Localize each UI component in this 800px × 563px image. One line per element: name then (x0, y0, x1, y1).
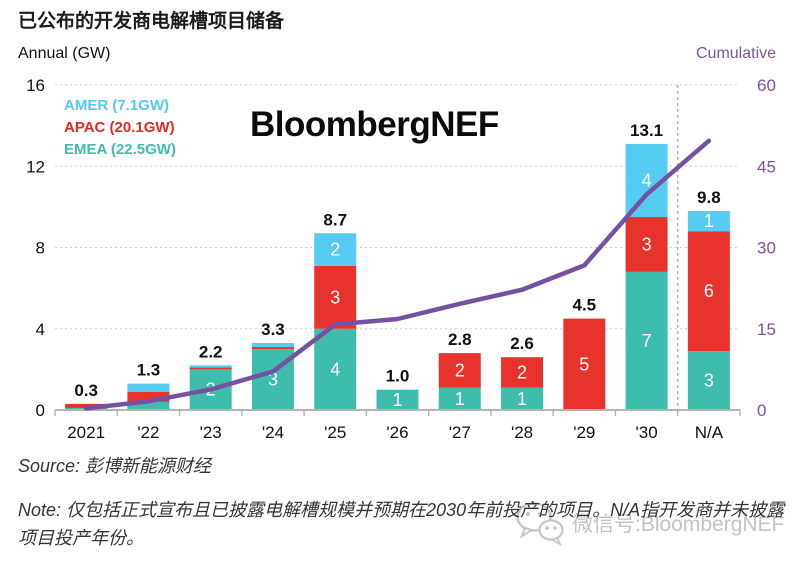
note-prefix: Note: (18, 500, 67, 520)
bar-segment-emea (501, 387, 544, 410)
bar-segment-emea (376, 389, 419, 410)
x-axis-label: '26 (386, 423, 408, 442)
source-line: Source: 彭博新能源财经 (18, 452, 211, 478)
x-axis-label: '28 (511, 423, 533, 442)
bar-total-label: 1.3 (137, 361, 161, 380)
x-axis-label: '29 (573, 423, 595, 442)
x-axis-label: '22 (137, 423, 159, 442)
bar-segment-emea (438, 387, 481, 410)
x-axis-label: 2021 (67, 423, 105, 442)
y-axis-tick-right: 45 (757, 157, 776, 176)
legend-item-apac: APAC (20.1GW) (64, 119, 175, 136)
bar-segment-label: 1 (517, 389, 527, 409)
bar-total-label: 9.8 (697, 188, 721, 207)
bar-total-label: 13.1 (630, 121, 663, 140)
chart-legend: AMER (7.1GW) APAC (20.1GW) EMEA (22.5GW) (64, 95, 176, 161)
y-axis-tick-left: 0 (36, 401, 45, 420)
bar-segment-label: 4 (642, 170, 652, 190)
bar-segment-label: 1 (704, 211, 714, 231)
bar-total-label: 1.0 (386, 367, 410, 386)
bar-segment-amer (314, 233, 357, 266)
bar-segment-label: 1 (392, 390, 402, 410)
y-axis-tick-left: 8 (36, 239, 45, 258)
bar-segment-emea (687, 351, 730, 410)
bar-segment-label: 4 (330, 359, 340, 379)
bar-segment-amer (127, 383, 170, 392)
bar-segment-amer (189, 365, 232, 368)
bar-segment-label: 2 (455, 360, 465, 380)
x-axis-label: '23 (200, 423, 222, 442)
source-prefix: Source: (18, 456, 86, 476)
bar-segment-label: 6 (704, 281, 714, 301)
y-axis-tick-right: 15 (757, 320, 776, 339)
x-axis-label: '30 (636, 423, 658, 442)
bar-segment-apac (563, 318, 606, 410)
bar-segment-label: 7 (642, 331, 652, 351)
x-axis-label: '24 (262, 423, 284, 442)
bar-segment-label: 2 (330, 240, 340, 260)
bar-segment-emea (625, 271, 668, 410)
bar-segment-label: 2 (517, 362, 527, 382)
bar-total-label: 3.3 (261, 320, 285, 339)
bloombergnef-watermark: BloombergNEF (250, 105, 499, 144)
bar-segment-emea (314, 328, 357, 410)
x-axis-label: '27 (449, 423, 471, 442)
bar-segment-label: 3 (642, 234, 652, 254)
y-axis-tick-right: 30 (757, 239, 776, 258)
bar-segment-apac (438, 353, 481, 388)
page-title: 已公布的开发商电解槽项目储备 (18, 11, 285, 32)
wechat-watermark: 微信号:BloombergNEF (514, 500, 784, 546)
bar-segment-apac (127, 391, 170, 402)
wechat-icon (516, 502, 564, 546)
x-axis-label: '25 (324, 423, 346, 442)
bar-total-label: 2.8 (448, 330, 472, 349)
left-axis-caption: Annual (GW) (18, 45, 111, 62)
bar-segment-label: 1 (455, 389, 465, 409)
note-text: 仅包括正式宣布且已披露电解槽规模并预期在2030年前投产的项目。N/A指开发商并… (18, 500, 785, 548)
bar-total-label: 4.5 (572, 296, 596, 315)
legend-item-amer: AMER (7.1GW) (64, 97, 169, 114)
bar-segment-apac (625, 217, 668, 272)
bar-segment-label: 3 (704, 371, 714, 391)
bar-segment-emea (127, 401, 170, 410)
y-axis-tick-left: 16 (26, 76, 45, 95)
bar-segment-apac (314, 265, 357, 329)
bar-segment-apac (189, 367, 232, 370)
bar-segment-label: 5 (579, 354, 589, 374)
y-axis-tick-left: 4 (36, 320, 45, 339)
bar-segment-apac (687, 231, 730, 352)
right-axis-caption: Cumulative (696, 45, 777, 62)
x-axis-label: N/A (695, 423, 724, 442)
note-line: Note: 仅包括正式宣布且已披露电解槽规模并预期在2030年前投产的项目。N/… (18, 496, 790, 552)
y-axis-tick-left: 12 (26, 157, 45, 176)
bar-segment-label: 3 (268, 370, 278, 390)
bar-total-label: 2.2 (199, 342, 223, 361)
y-axis-tick-right: 0 (757, 401, 766, 420)
bar-total-label: 0.3 (74, 381, 98, 400)
bar-segment-apac (251, 347, 294, 350)
cumulative-line (83, 138, 712, 411)
legend-item-emea: EMEA (22.5GW) (64, 141, 176, 158)
wechat-watermark-text: 微信号:BloombergNEF (572, 513, 785, 536)
stacked-bar-chart: 0.31.322.233.34328.711.0122.8122.654.573… (26, 76, 776, 442)
bar-total-label: 2.6 (510, 334, 534, 353)
source-text: 彭博新能源财经 (85, 456, 212, 476)
y-axis-tick-right: 60 (757, 76, 776, 95)
bar-segment-apac (501, 357, 544, 388)
bar-segment-apac (65, 403, 108, 408)
bar-segment-amer (687, 210, 730, 232)
bar-segment-amer (251, 342, 294, 348)
bar-segment-label: 3 (330, 287, 340, 307)
bar-total-label: 8.7 (323, 210, 347, 229)
